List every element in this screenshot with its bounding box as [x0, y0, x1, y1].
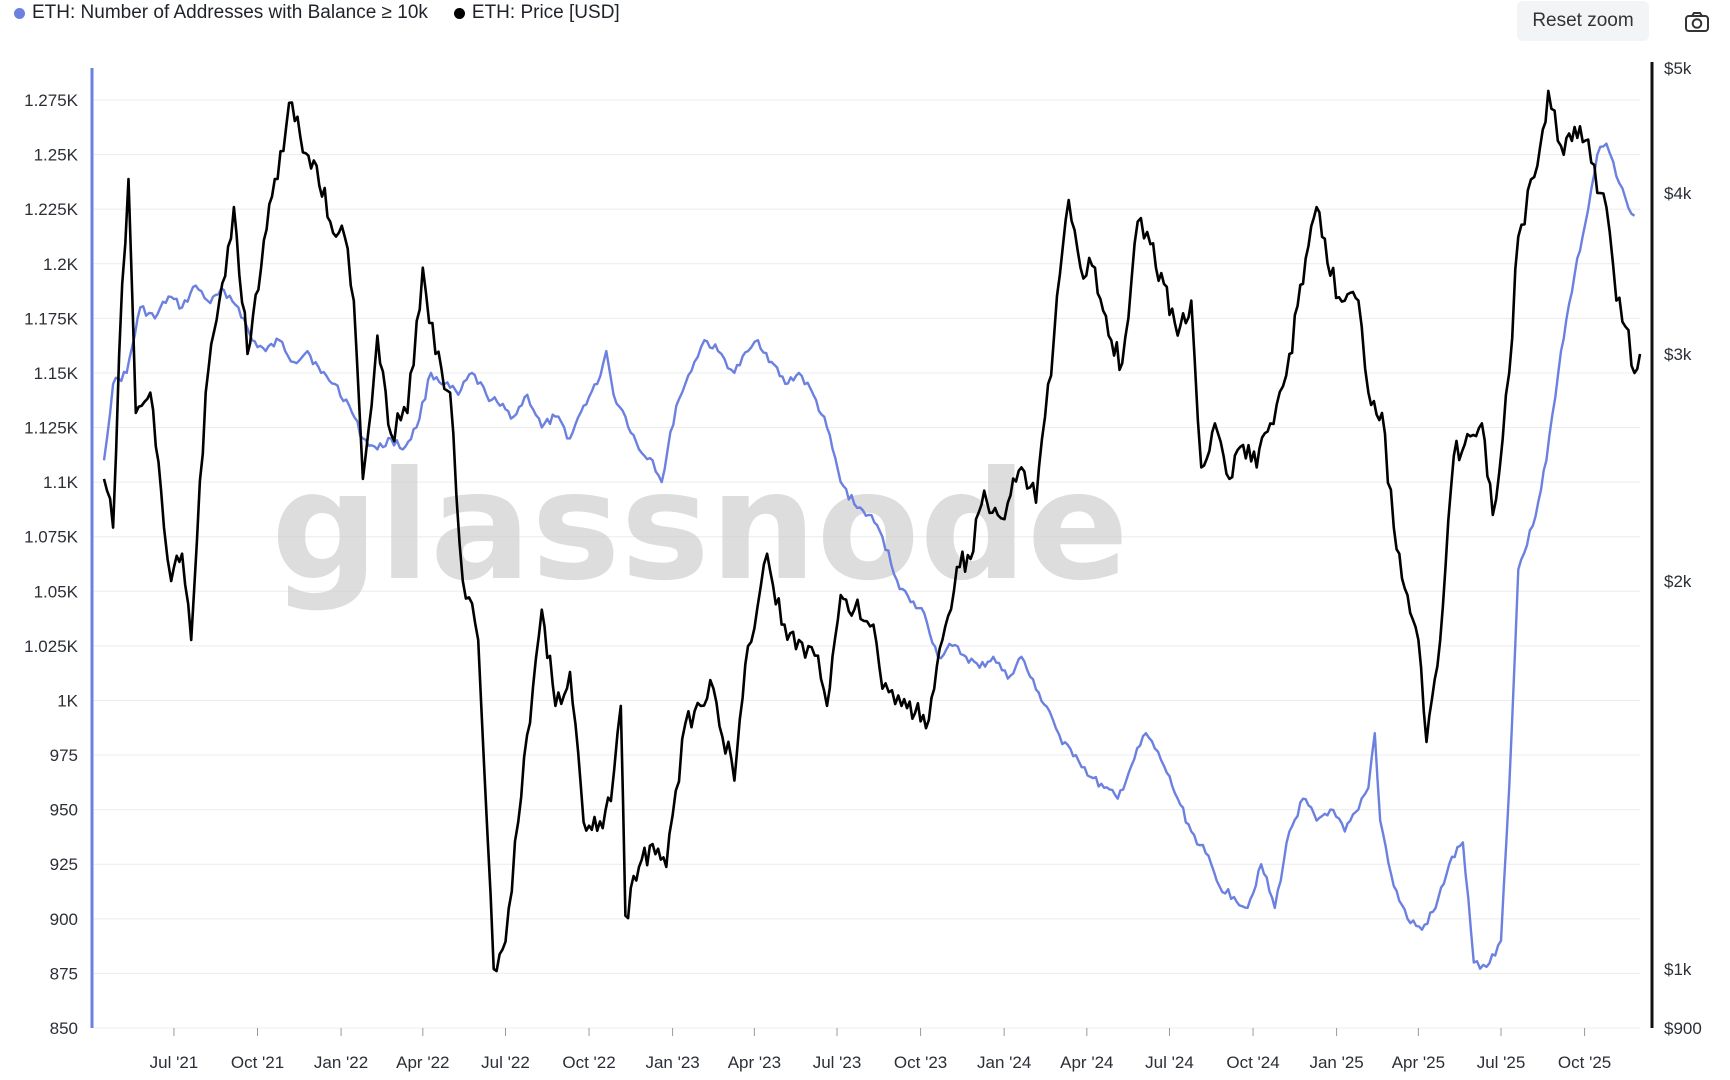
left-axis-tick-label: 1.225K — [24, 200, 79, 219]
left-axis-tick-label: 1.2K — [43, 255, 79, 274]
x-axis-tick-label: Oct '21 — [231, 1053, 284, 1072]
x-axis-tick-label: Jul '21 — [150, 1053, 199, 1072]
left-axis-tick-label: 875 — [50, 964, 78, 983]
left-axis-tick-label: 1.275K — [24, 91, 79, 110]
camera-icon[interactable] — [1684, 10, 1710, 34]
reset-zoom-button[interactable]: Reset zoom — [1517, 1, 1649, 41]
watermark: glassnode — [271, 440, 1129, 614]
legend-label-addresses: ETH: Number of Addresses with Balance ≥ … — [32, 2, 428, 23]
left-axis-tick-label: 1K — [57, 691, 78, 710]
x-axis-tick-label: Apr '22 — [396, 1053, 449, 1072]
left-axis-tick-label: 1.175K — [24, 309, 79, 328]
addresses-series-line[interactable] — [102, 142, 1636, 970]
right-axis-ticks: $5k $4k $3k $2k $1k $900 — [1664, 59, 1702, 1038]
x-axis-tick-label: Jan '24 — [977, 1053, 1031, 1072]
right-axis-tick-label: $3k — [1664, 345, 1692, 364]
left-axis-tick-label: 1.25K — [34, 146, 79, 165]
legend-item-price[interactable]: ETH: Price [USD] — [453, 2, 620, 24]
x-axis-tick-label: Oct '22 — [562, 1053, 615, 1072]
x-axis-tick-label: Apr '24 — [1060, 1053, 1113, 1072]
legend-item-addresses[interactable]: ETH: Number of Addresses with Balance ≥ … — [14, 2, 428, 24]
right-axis-tick-label: $1k — [1664, 960, 1692, 979]
left-axis-tick-label: 975 — [50, 746, 78, 765]
legend-label-price: ETH: Price [USD] — [471, 2, 620, 23]
left-axis-tick-label: 1.125K — [24, 419, 79, 438]
right-axis-tick-label: $4k — [1664, 184, 1692, 203]
left-axis-tick-label: 950 — [50, 801, 78, 820]
price-dot-icon — [453, 7, 465, 19]
x-axis-tick-label: Oct '25 — [1558, 1053, 1611, 1072]
x-axis-tick-label: Jul '23 — [813, 1053, 862, 1072]
legend: ETH: Number of Addresses with Balance ≥ … — [14, 2, 620, 24]
left-axis-tick-label: 1.025K — [24, 637, 79, 656]
left-axis-tick-label: 1.075K — [24, 528, 79, 547]
x-axis-tick-label: Apr '25 — [1392, 1053, 1445, 1072]
left-axis-tick-label: 925 — [50, 855, 78, 874]
left-axis-tick-label: 1.1K — [43, 473, 79, 492]
left-axis-tick-label: 1.05K — [34, 582, 79, 601]
x-axis-tick-label: Apr '23 — [728, 1053, 781, 1072]
x-axis-tick-label: Jan '23 — [645, 1053, 699, 1072]
left-axis-tick-label: 1.15K — [34, 364, 79, 383]
left-axis-ticks: 1.275K 1.25K 1.225K 1.2K 1.175K 1.15K 1.125K 1.… — [24, 91, 79, 1038]
x-axis-tick-label: Jul '24 — [1145, 1053, 1194, 1072]
x-axis-tick-label: Jan '22 — [314, 1053, 368, 1072]
x-axis-tick-label: Oct '23 — [894, 1053, 947, 1072]
x-axis-ticks: Jul '21 Oct '21 Jan '22 Apr '22 Jul '22 Oct '… — [150, 1028, 1611, 1072]
price-series-line[interactable] — [102, 89, 1642, 973]
right-axis-tick-label: $2k — [1664, 572, 1692, 591]
right-axis-tick-label: $5k — [1664, 59, 1692, 78]
x-axis-tick-label: Jul '25 — [1477, 1053, 1526, 1072]
gridlines — [94, 99, 1640, 1029]
left-axis-tick-label: 850 — [50, 1019, 78, 1038]
x-axis-tick-label: Jan '25 — [1309, 1053, 1363, 1072]
addresses-dot-icon — [14, 7, 25, 19]
left-axis-tick-label: 900 — [50, 910, 78, 929]
x-axis-tick-label: Oct '24 — [1226, 1053, 1279, 1072]
x-axis-tick-label: Jul '22 — [481, 1053, 530, 1072]
right-axis-tick-label: $900 — [1664, 1019, 1702, 1038]
